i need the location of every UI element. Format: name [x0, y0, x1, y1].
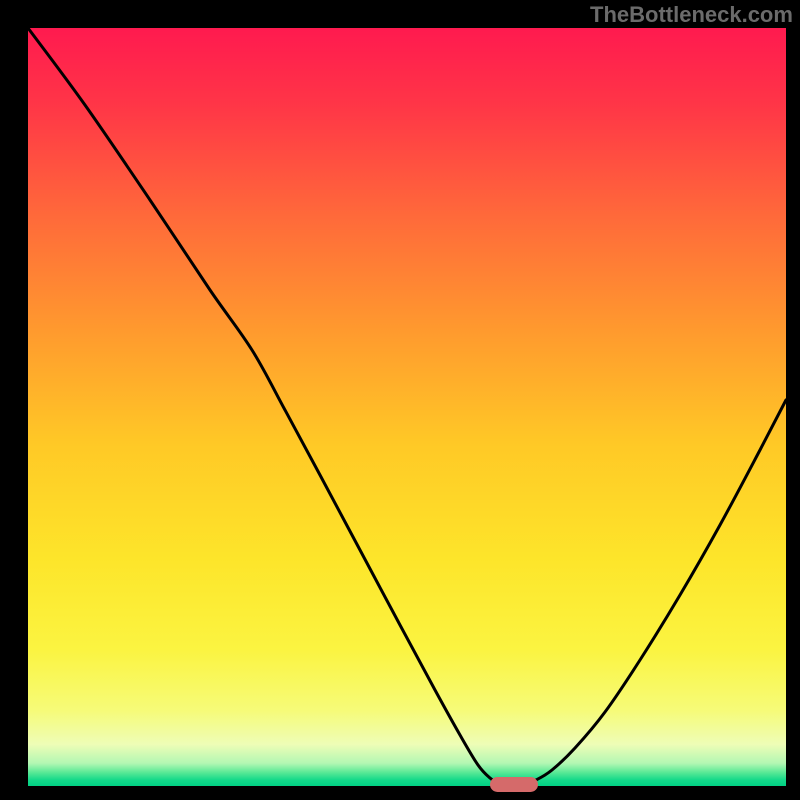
chart-container: TheBottleneck.com	[0, 0, 800, 800]
gradient-plot-area	[28, 28, 786, 786]
border-right	[786, 0, 800, 800]
border-bottom	[0, 786, 800, 800]
optimum-marker	[490, 777, 538, 792]
watermark-text: TheBottleneck.com	[590, 2, 793, 28]
border-left	[0, 0, 28, 800]
